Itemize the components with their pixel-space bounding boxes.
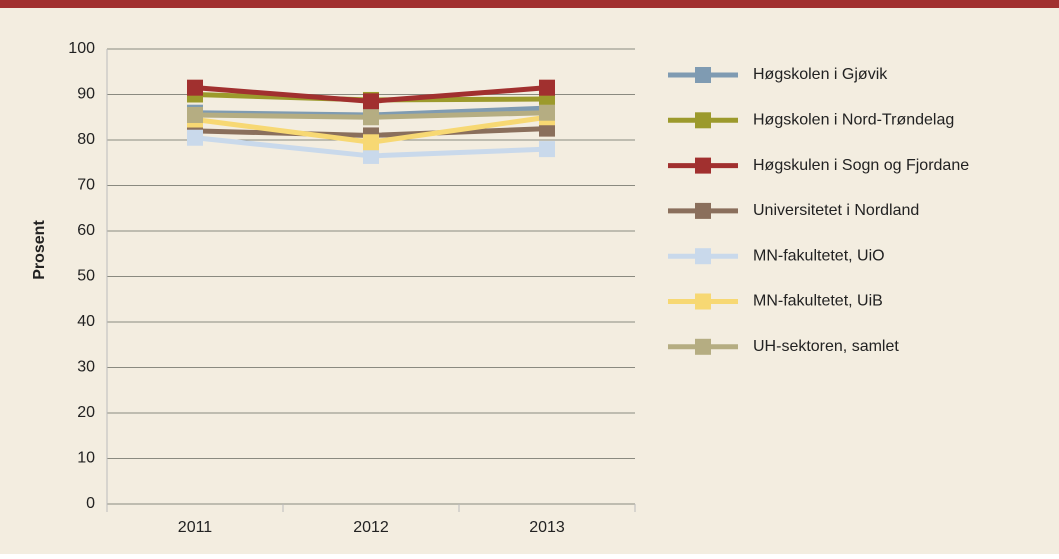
marker [363,134,379,151]
legend-marker [695,157,711,174]
legend-label: Høgskulen i Sogn og Fjordane [753,157,969,174]
y-tick-label: 30 [77,359,95,376]
legend-label: UH-sektoren, samlet [753,338,899,355]
y-tick-label: 90 [77,86,95,103]
legend-marker [695,248,711,265]
legend-marker [695,112,711,129]
y-tick-label: 70 [77,177,95,194]
marker [363,93,379,110]
y-tick-label: 100 [68,40,95,57]
y-tick-label: 40 [77,313,95,330]
x-tick-label: 2013 [529,519,565,536]
legend-label: Høgskolen i Nord-Trøndelag [753,112,954,129]
legend-marker [695,338,711,355]
legend-label: MN-fakultetet, UiO [753,247,885,264]
marker [187,106,203,123]
marker [539,79,555,96]
marker [187,79,203,96]
y-axis-label: Prosent [31,220,48,280]
y-tick-label: 60 [77,222,95,239]
y-tick-label: 20 [77,404,95,421]
marker [539,104,555,121]
y-tick-label: 0 [86,495,95,512]
legend-marker [695,67,711,83]
y-tick-label: 50 [77,268,95,285]
x-tick-label: 2012 [353,519,389,536]
legend-marker [695,293,711,310]
top-bar [0,0,1059,8]
marker [363,147,379,164]
x-tick-label: 2011 [178,519,213,536]
marker [363,109,379,126]
legend-label: Høgskolen i Gjøvik [753,66,888,83]
marker [187,129,203,146]
y-tick-label: 80 [77,131,95,148]
legend-label: MN-fakultetet, UiB [753,293,883,310]
y-tick-label: 10 [77,450,95,467]
legend-marker [695,202,711,219]
marker [539,141,555,158]
legend-label: Universitetet i Nordland [753,202,919,219]
